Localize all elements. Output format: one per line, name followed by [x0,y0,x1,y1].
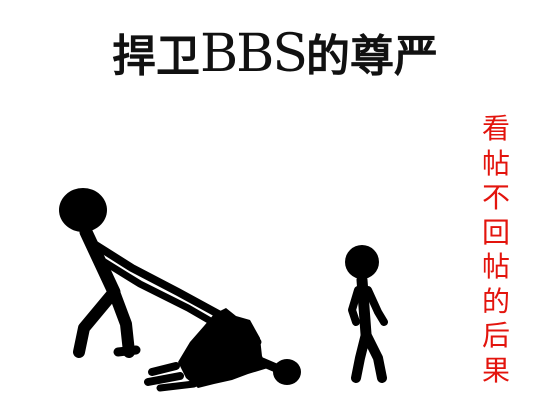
bystander-arm-left [348,286,362,326]
caption-char: 后 [481,319,510,352]
victim-arm [236,318,262,346]
caption-char: 看 [481,112,510,145]
attacker-arm-lower [94,254,230,334]
title-suffix: 的尊严 [306,31,439,82]
attacker-leg-front [108,286,135,358]
bystander-stick-figure [345,245,388,383]
attacker-arm-upper [90,240,226,320]
victim-head [273,359,301,385]
victim-leg-2 [144,372,184,386]
victim-leg-3 [156,380,198,392]
bystander-leg-left [351,329,371,383]
caption-char: 的 [481,284,510,318]
vertical-caption: 看 帖 不 回 帖 的 后 果 [470,112,522,388]
title-latin: BBS [199,24,308,84]
caption-char: 帖 [481,146,510,180]
attacker-stick-figure [59,188,230,358]
caption-char: 果 [481,353,510,387]
victim-neck [257,357,281,373]
page-title: 捍卫BBS的尊严 [0,24,550,87]
caption-char: 回 [481,215,510,249]
victim-stick-figure [144,308,301,392]
caption-char: 帖 [481,250,510,283]
bystander-arm-right [364,286,388,326]
attacker-foot [113,345,141,357]
attacker-head [59,188,107,232]
victim-body-crumpled [178,308,268,388]
bystander-head [345,245,379,279]
title-prefix: 捍卫 [111,31,200,82]
caption-char: 不 [481,181,510,214]
bystander-torso [356,274,372,340]
bystander-leg-right [361,329,387,383]
victim-leg-1 [148,362,180,376]
attacker-leg-back [73,286,120,358]
